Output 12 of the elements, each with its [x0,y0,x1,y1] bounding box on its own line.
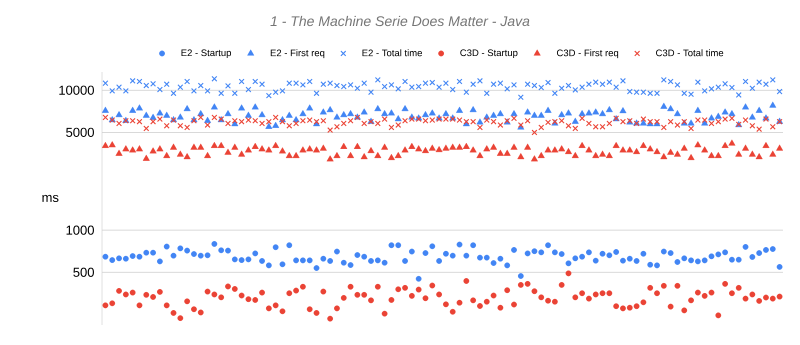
legend-label: E2 - First req [270,49,324,58]
y-tick-label: 5000 [66,128,94,137]
legend-label: C3D - First req [556,49,618,58]
legend-label: E2 - Startup [182,49,232,58]
y-tick-label: 10000 [59,86,94,95]
y-tick-label: 1000 [66,226,94,235]
chart-title: 1 - The Machine Serie Does Matter - Java [270,16,530,26]
y-tick-label: 500 [73,268,94,277]
legend-label: C3D - Total time [656,49,724,56]
y-axis-title: ms [42,194,58,202]
legend-label: C3D - Startup [460,49,518,58]
legend-label: E2 - Total time [362,49,422,56]
